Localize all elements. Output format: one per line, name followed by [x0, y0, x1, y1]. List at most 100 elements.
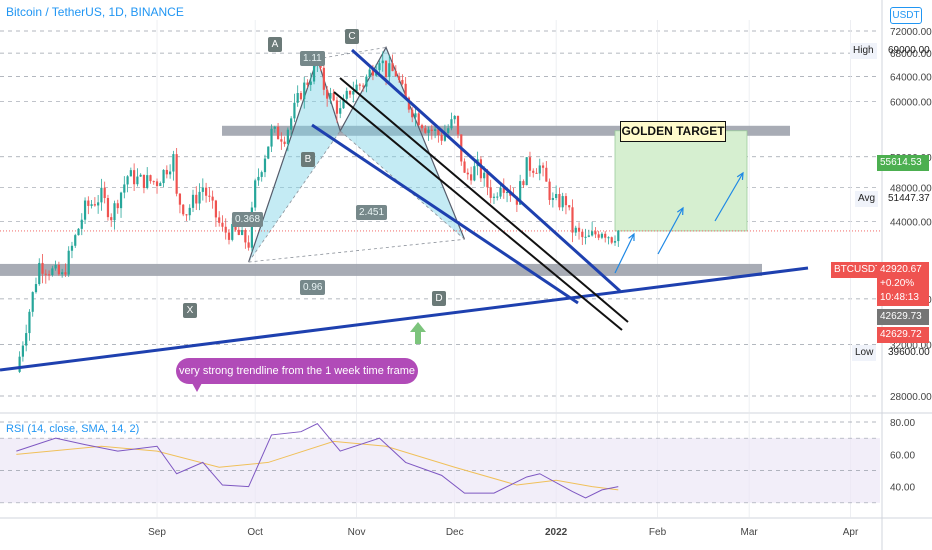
projection-arrow-2: [657, 207, 684, 255]
candle-body: [538, 165, 541, 174]
candle-body: [54, 264, 57, 269]
candle-body: [414, 113, 417, 118]
candle-body: [290, 118, 293, 130]
candle-body: [28, 311, 31, 334]
candle-body: [433, 129, 437, 131]
candle-body: [388, 63, 391, 77]
avg-label: Avg: [855, 191, 879, 207]
candle-body: [175, 154, 178, 194]
time-tick-label: Oct: [247, 527, 263, 538]
time-tick-label: Dec: [446, 527, 464, 538]
candle-body: [499, 187, 502, 197]
candle-body: [100, 187, 103, 203]
candle-body: [440, 135, 443, 141]
candle-body: [83, 200, 87, 220]
target-price-tag: 55614.53: [877, 155, 929, 171]
candle-body: [57, 264, 60, 275]
candle-body: [463, 161, 466, 173]
high-label: High: [850, 43, 877, 59]
candle-body: [577, 227, 581, 232]
candle-body: [519, 181, 522, 205]
candle-body: [201, 187, 204, 192]
candle-body: [159, 183, 162, 187]
candle-body: [568, 205, 571, 208]
candle-body: [427, 129, 430, 133]
candle-body: [191, 194, 195, 208]
rsi-line: [16, 422, 619, 499]
candle-body: [617, 230, 620, 242]
high-value: 69000.00: [888, 45, 930, 56]
candle-body: [31, 292, 34, 312]
candle-body: [309, 81, 312, 85]
candle-body: [211, 196, 214, 201]
candle-body: [492, 196, 496, 198]
candle-body: [352, 91, 355, 95]
ratio-label-bd: 2.451: [356, 205, 388, 220]
candle-body: [299, 93, 303, 100]
pattern-point-x: X: [183, 303, 197, 318]
candle-body: [247, 242, 250, 248]
candle-body: [381, 60, 384, 64]
candle-body: [218, 217, 221, 223]
time-tick-label: 2022: [545, 527, 568, 538]
support-up-arrow: [410, 322, 426, 344]
candle-body: [227, 232, 231, 240]
ratio-label-xb: 0.368: [232, 212, 264, 227]
candle-body: [41, 262, 44, 274]
candle-body: [453, 115, 456, 120]
candle-body: [525, 157, 528, 186]
candle-body: [70, 245, 74, 251]
candle-body: [515, 196, 518, 205]
candle-body: [34, 284, 38, 293]
candle-body: [391, 63, 394, 72]
candle-body: [469, 174, 473, 181]
candle-body: [172, 154, 175, 172]
candle-body: [401, 79, 404, 84]
candle-body: [587, 235, 590, 237]
candle-body: [61, 272, 64, 275]
candle-body: [450, 119, 453, 129]
candle-body: [437, 129, 440, 136]
candle-body: [110, 217, 113, 221]
candle-body: [38, 262, 41, 285]
candle-body: [420, 125, 424, 129]
candle-body: [250, 207, 253, 248]
candle-body: [296, 93, 299, 103]
candle-body: [581, 231, 584, 238]
candle-body: [339, 108, 342, 114]
candle-body: [430, 129, 433, 131]
candle-body: [555, 193, 558, 198]
candle-body: [90, 204, 93, 206]
candle-body: [600, 233, 604, 238]
candle-body: [244, 230, 247, 243]
ratio-label-ac: 1.11: [300, 51, 325, 66]
candle-body: [607, 237, 610, 239]
candle-body: [368, 69, 371, 77]
candle-body: [123, 184, 126, 193]
candle-body: [64, 272, 67, 275]
rsi-lines: [16, 422, 619, 499]
candle-body: [267, 146, 270, 159]
time-tick-label: Apr: [843, 527, 859, 538]
candle-body: [443, 133, 447, 141]
rsi-tick-label: 60.00: [890, 450, 915, 461]
low-label: Low: [852, 345, 877, 361]
last-price-tag: 42920.67: [877, 262, 929, 278]
candle-body: [345, 90, 348, 99]
candle-body: [103, 187, 106, 199]
candle-body: [283, 141, 286, 145]
candle-body: [47, 274, 51, 276]
candle-body: [348, 90, 352, 95]
candle-body: [155, 181, 159, 187]
candle-body: [80, 219, 83, 229]
candle-body: [528, 157, 532, 171]
currency-unit-button[interactable]: USDT: [890, 7, 922, 24]
candle-body: [129, 170, 132, 177]
candle-body: [479, 159, 482, 179]
rsi-tick-label: 40.00: [890, 483, 915, 494]
candle-body: [584, 236, 587, 238]
price-tick-label: 44000.00: [890, 217, 932, 228]
candle-body: [293, 102, 296, 119]
candle-body: [25, 333, 28, 346]
